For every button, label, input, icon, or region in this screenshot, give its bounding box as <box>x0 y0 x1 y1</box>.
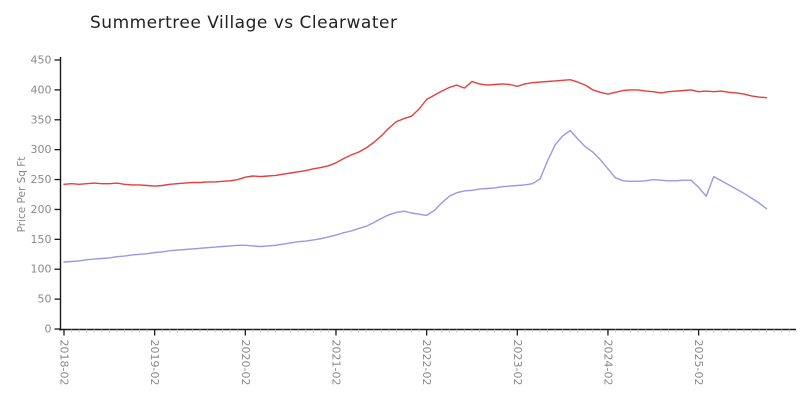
x-tick-label: 2019-02 <box>148 340 161 386</box>
series-line-summertree-village <box>63 78 768 187</box>
x-tick-label: 2023-02 <box>511 340 524 386</box>
series-line-clearwater <box>63 129 768 263</box>
y-axis-label: Price Per Sq Ft <box>16 157 28 233</box>
y-tick-label: 250 <box>31 173 52 186</box>
y-tick-label: 450 <box>31 54 52 67</box>
x-tick-label: 2022-02 <box>420 340 433 386</box>
y-tick-label: 400 <box>31 83 52 96</box>
y-tick-label: 350 <box>31 113 52 126</box>
x-tick-label: 2025-02 <box>692 340 705 386</box>
chart-title: Summertree Village vs Clearwater <box>90 13 398 33</box>
y-tick-label: 200 <box>31 203 52 216</box>
y-tick-label: 100 <box>31 263 52 276</box>
x-tick-label: 2024-02 <box>601 340 614 386</box>
x-tick-label: 2018-02 <box>58 340 71 386</box>
y-tick-label: 50 <box>38 293 52 306</box>
x-tick-label: 2020-02 <box>239 340 252 386</box>
x-tick-label: 2021-02 <box>329 340 342 386</box>
y-tick-label: 300 <box>31 143 52 156</box>
y-tick-label: 0 <box>45 323 52 336</box>
y-tick-label: 150 <box>31 233 52 246</box>
